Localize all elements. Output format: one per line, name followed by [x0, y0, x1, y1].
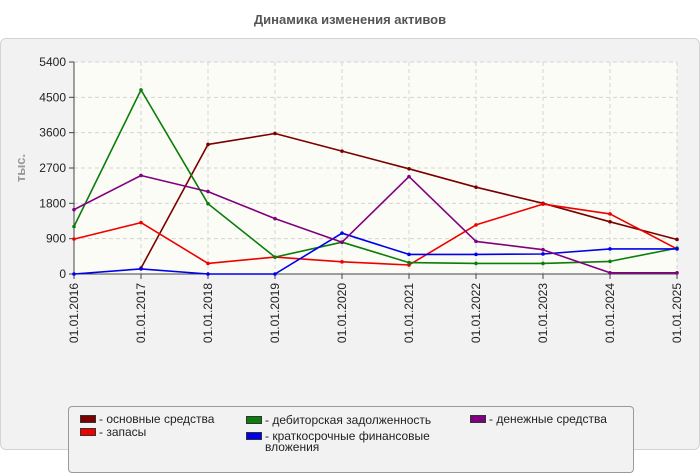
x-tick-label: 01.01.2021 — [402, 283, 416, 343]
data-point — [273, 131, 277, 136]
x-tick-label: 01.01.2025 — [670, 283, 684, 343]
chart-legend: - основные средства - запасы - дебиторск… — [68, 406, 634, 473]
legend-label: - дебиторская задолженность — [265, 413, 432, 427]
legend-swatch — [246, 432, 262, 440]
data-point — [675, 271, 679, 275]
data-point — [340, 240, 344, 244]
data-point — [474, 239, 478, 244]
data-point — [541, 252, 545, 256]
data-point — [541, 261, 545, 266]
y-tick-label: 900 — [46, 232, 66, 246]
data-point — [474, 261, 478, 266]
y-tick-label: 3600 — [39, 126, 66, 140]
data-point — [608, 271, 612, 275]
data-point — [206, 201, 210, 206]
chart-panel: 0 900 1800 2700 3600 4500 5400 01.01.2016 01.01.… — [0, 38, 700, 473]
data-point — [273, 272, 277, 276]
data-point — [608, 212, 612, 216]
data-point — [72, 207, 76, 212]
data-point — [72, 224, 76, 229]
chart-title: Динамика изменения активов — [253, 12, 447, 27]
series-line — [73, 89, 678, 265]
data-point — [474, 185, 478, 190]
data-point — [340, 149, 344, 153]
data-point — [675, 237, 679, 242]
data-point — [541, 247, 545, 252]
data-point — [206, 261, 210, 266]
x-tick-label: 01.01.2018 — [201, 283, 215, 343]
data-point — [407, 166, 411, 171]
data-point — [608, 247, 612, 251]
series-line — [73, 232, 677, 275]
legend-swatch — [80, 415, 96, 423]
data-point — [407, 252, 411, 257]
x-tick-label: 01.01.2023 — [536, 283, 550, 343]
data-point — [541, 202, 545, 206]
data-point — [675, 247, 679, 251]
data-point — [72, 237, 76, 241]
y-tick-label: 4500 — [39, 90, 66, 104]
legend-label: - основные средства — [99, 412, 215, 426]
y-tick-label: 1800 — [39, 196, 66, 210]
series-line — [73, 174, 677, 274]
data-point — [608, 259, 612, 264]
data-point — [72, 272, 76, 276]
x-tick-label: 01.01.2019 — [268, 283, 282, 343]
legend-swatch — [246, 416, 262, 424]
legend-label: - денежные средства — [489, 412, 607, 426]
data-point — [139, 173, 143, 178]
legend-swatch — [80, 428, 96, 436]
data-point — [273, 255, 277, 259]
data-point — [139, 88, 143, 92]
data-point — [340, 260, 344, 264]
data-point — [273, 216, 277, 221]
data-point — [206, 272, 210, 276]
y-tick-label: 5400 — [39, 55, 66, 69]
x-tick-label: 01.01.2024 — [603, 283, 617, 343]
data-point — [474, 223, 478, 227]
data-point — [407, 174, 411, 179]
line-chart: 0 900 1800 2700 3600 4500 5400 01.01.2016 01.01.… — [13, 55, 684, 343]
legend-swatch — [470, 415, 486, 423]
data-point — [340, 231, 344, 235]
y-tick-label: 2700 — [39, 161, 66, 175]
x-tick-label: 01.01.2016 — [67, 283, 81, 343]
x-tick-label: 01.01.2017 — [134, 283, 148, 343]
data-point — [474, 252, 478, 257]
data-point — [407, 260, 411, 265]
y-tick-label: 0 — [59, 267, 66, 281]
data-point — [139, 267, 143, 271]
x-tick-label: 01.01.2020 — [335, 283, 349, 343]
data-point — [139, 220, 143, 225]
data-point — [206, 142, 210, 147]
legend-label: - запасы — [99, 425, 147, 439]
data-point — [608, 219, 612, 224]
series-line — [73, 203, 678, 266]
data-point — [206, 189, 210, 194]
x-tick-label: 01.01.2022 — [469, 283, 483, 343]
y-axis-label: тыс. — [13, 154, 28, 182]
